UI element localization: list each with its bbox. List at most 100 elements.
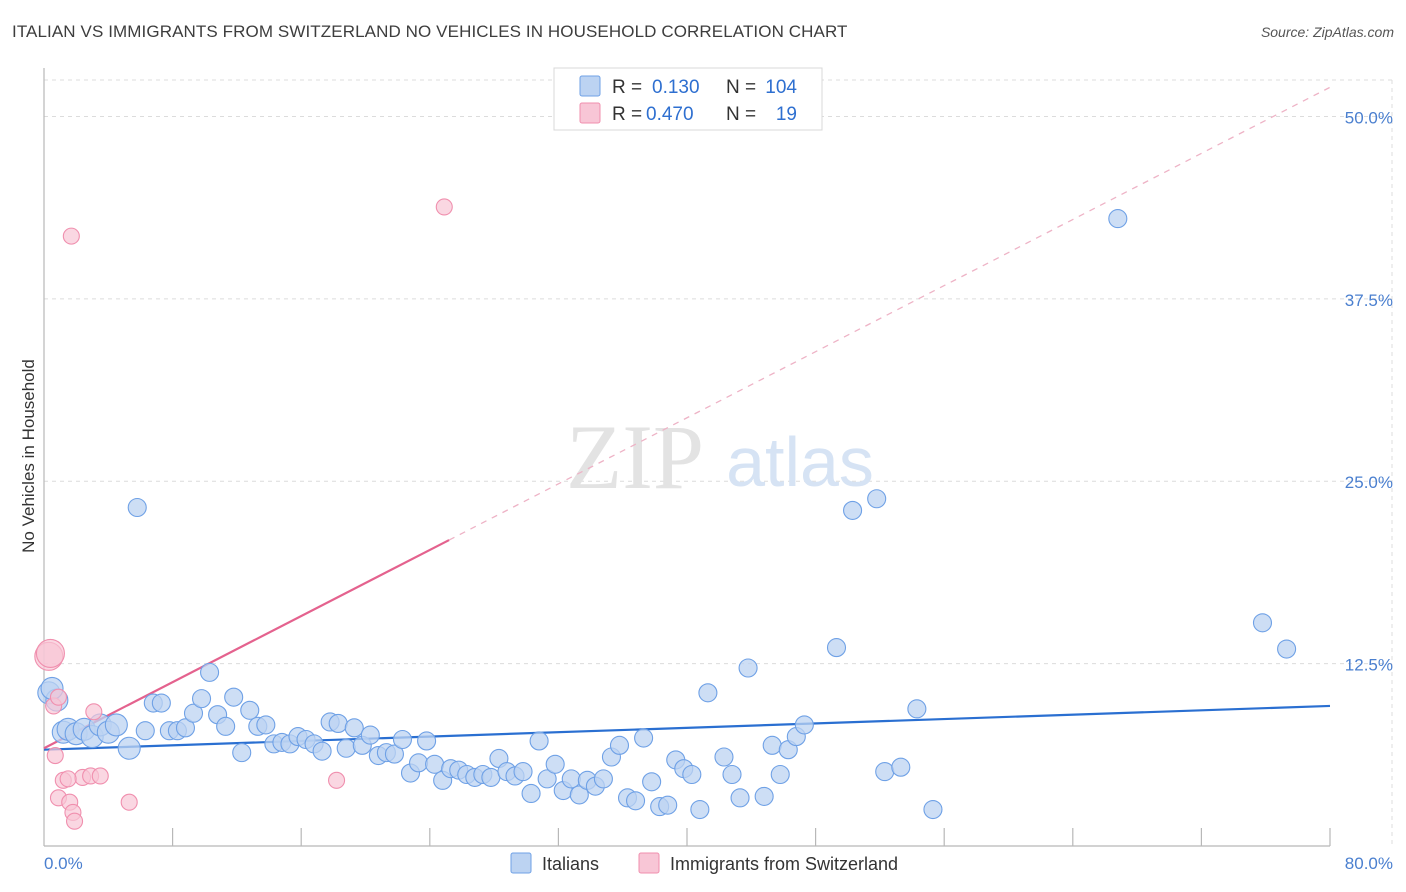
y-axis-title: No Vehicles in Household [19, 359, 38, 553]
point-italians [481, 767, 501, 787]
trend-line-swiss [43, 539, 450, 750]
point-italians [529, 731, 549, 751]
legend-label-italians: Italians [542, 854, 599, 874]
axes [43, 68, 1331, 847]
point-italians [425, 754, 445, 774]
legend-swatch-swiss [638, 852, 660, 874]
series-legend: Italians Immigrants from Switzerland [510, 852, 898, 874]
point-italians [175, 718, 196, 738]
y-tick-label: 37.5% [1345, 291, 1393, 310]
watermark: ZIP atlas [566, 406, 874, 508]
trend-line-italians [43, 704, 1331, 751]
point-italians [117, 736, 141, 760]
point-italians [569, 785, 589, 805]
point-italians [875, 762, 895, 782]
point-italians [1108, 209, 1128, 229]
trend-lines [43, 86, 1331, 751]
point-italians [770, 764, 790, 785]
point-italians [360, 725, 380, 745]
point-swiss [62, 227, 80, 245]
point-italians [537, 769, 557, 789]
point-italians [923, 799, 943, 820]
point-italians [561, 769, 581, 789]
data-points [34, 198, 1297, 830]
point-italians [714, 747, 734, 767]
point-italians [384, 744, 404, 764]
stats-n-label-italians: N = [726, 77, 756, 98]
point-italians [232, 743, 252, 763]
point-italians [392, 729, 413, 750]
point-swiss [435, 198, 453, 216]
point-italians [513, 762, 533, 782]
point-italians [593, 769, 613, 789]
point-italians [216, 716, 236, 736]
point-swiss [59, 770, 77, 788]
point-italians [634, 728, 654, 748]
watermark-zip: ZIP [566, 406, 704, 508]
point-italians [762, 735, 782, 755]
point-italians [658, 795, 678, 815]
stats-n-label-swiss: N = [726, 104, 756, 125]
x-tick-label-min: 0.0% [44, 854, 83, 873]
y-tick-label: 25.0% [1345, 473, 1393, 492]
point-italians [609, 735, 630, 755]
point-italians [336, 738, 356, 758]
legend-swatch-italians [510, 852, 532, 874]
point-italians [224, 687, 244, 707]
point-italians [826, 638, 847, 658]
point-italians [1252, 613, 1273, 633]
point-swiss [91, 767, 109, 785]
stats-swatch-swiss [579, 102, 601, 124]
point-swiss [46, 746, 64, 765]
stats-legend: R = 0.130 N = 104 R = 0.470 N = 19 [553, 67, 823, 131]
stats-r-value-italians: 0.130 [652, 77, 700, 98]
point-italians [344, 718, 364, 738]
point-italians [738, 658, 758, 678]
stats-r-label-italians: R = [612, 77, 642, 98]
watermark-atlas: atlas [726, 423, 874, 501]
point-italians [191, 689, 212, 709]
y-tick-label: 50.0% [1345, 108, 1393, 127]
point-italians [545, 754, 565, 774]
stats-n-value-italians: 104 [765, 77, 797, 98]
grid-lines [44, 79, 1393, 846]
point-italians [240, 700, 260, 720]
trend-line-swiss-extension [448, 86, 1331, 541]
point-italians [722, 764, 742, 785]
point-italians [183, 703, 204, 723]
stats-swatch-italians [579, 75, 601, 97]
point-italians [891, 757, 911, 777]
point-swiss [85, 703, 103, 721]
point-italians [642, 772, 662, 792]
point-swiss [65, 812, 84, 830]
point-italians [521, 783, 541, 804]
point-italians [698, 683, 718, 703]
point-italians [843, 500, 863, 520]
y-tick-label: 12.5% [1345, 656, 1393, 675]
point-swiss [120, 793, 138, 811]
point-italians [626, 791, 646, 811]
point-italians [794, 715, 814, 735]
point-italians [312, 741, 332, 761]
point-italians [200, 662, 220, 682]
point-italians [730, 788, 750, 808]
point-italians [408, 753, 429, 773]
point-italians [135, 721, 155, 741]
point-italians [417, 731, 437, 751]
page-title: ITALIAN VS IMMIGRANTS FROM SWITZERLAND N… [12, 22, 848, 41]
point-swiss [35, 638, 65, 668]
tick-labels: 12.5% 25.0% 37.5% 50.0% 0.0% 80.0% [44, 108, 1393, 873]
point-italians [328, 713, 348, 733]
x-tick-label-max: 80.0% [1345, 854, 1393, 873]
point-italians [867, 489, 887, 509]
point-italians [682, 764, 702, 785]
point-swiss [328, 771, 346, 789]
point-swiss [49, 688, 68, 706]
stats-r-label-swiss: R = [612, 104, 642, 125]
page-source: Source: ZipAtlas.com [1260, 24, 1394, 40]
point-italians [1277, 639, 1297, 659]
point-italians [127, 497, 147, 518]
legend-label-swiss: Immigrants from Switzerland [670, 854, 898, 874]
point-italians [104, 713, 128, 737]
